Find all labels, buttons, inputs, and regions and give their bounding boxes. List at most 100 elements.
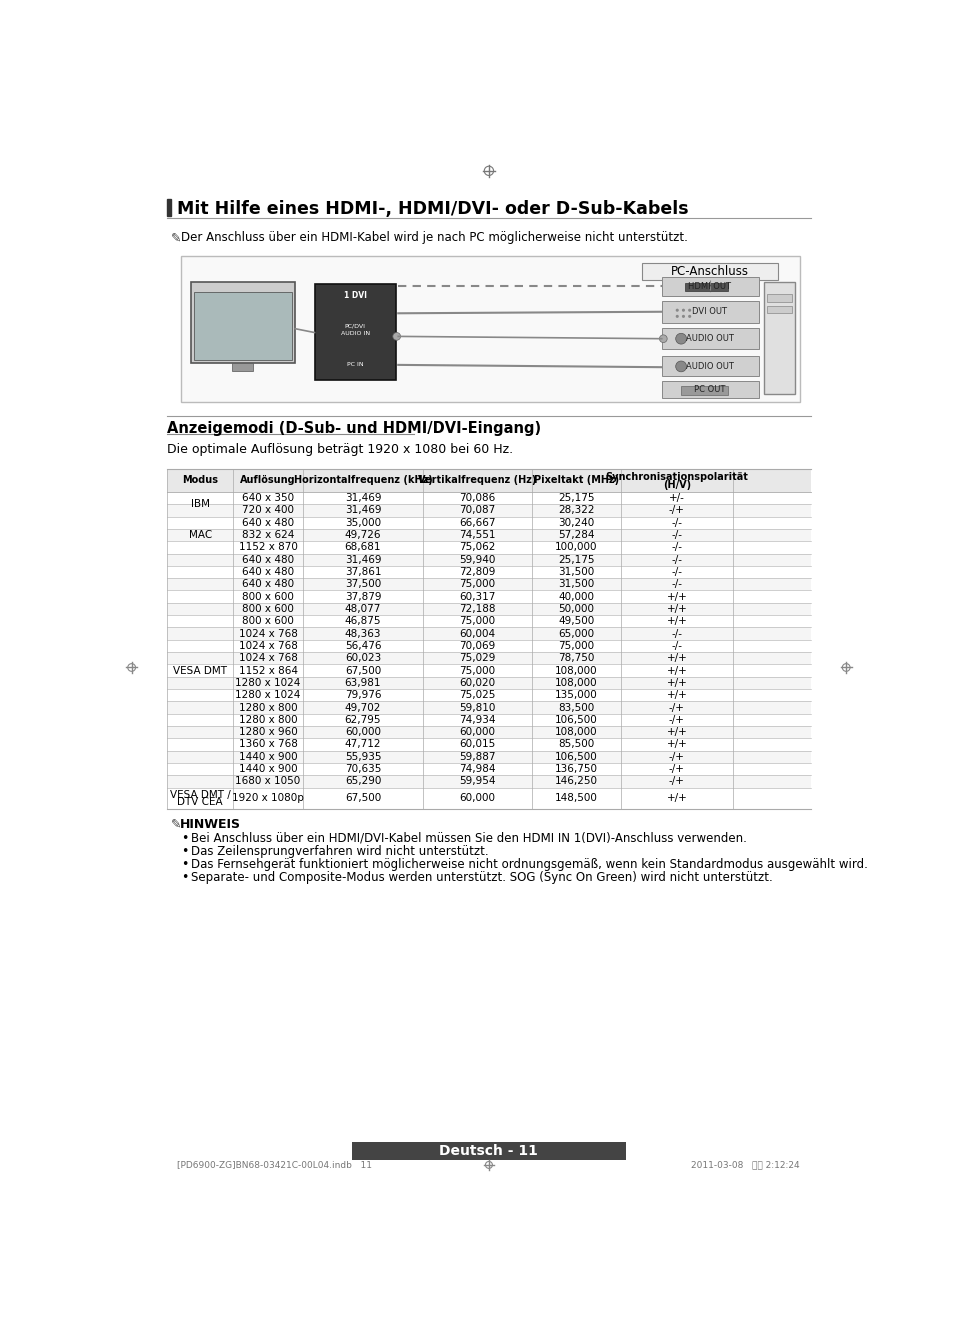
Text: 66,667: 66,667 — [458, 518, 495, 527]
Circle shape — [675, 309, 679, 312]
Text: -/-: -/- — [671, 641, 681, 651]
Text: Mit Hilfe eines HDMI-, HDMI/DVI- oder D-Sub-Kabels: Mit Hilfe eines HDMI-, HDMI/DVI- oder D-… — [177, 199, 688, 218]
Text: ✎: ✎ — [171, 818, 181, 831]
Bar — [167, 653, 810, 664]
Text: 37,879: 37,879 — [344, 592, 381, 601]
Bar — [167, 775, 810, 787]
Text: 49,702: 49,702 — [344, 703, 381, 712]
Text: 46,875: 46,875 — [344, 617, 381, 626]
Bar — [181, 255, 799, 402]
Text: 60,023: 60,023 — [344, 654, 380, 663]
Text: 85,500: 85,500 — [558, 740, 594, 749]
Text: •: • — [181, 872, 189, 884]
Text: 78,750: 78,750 — [558, 654, 594, 663]
Text: PC IN: PC IN — [347, 362, 363, 367]
Bar — [191, 283, 294, 363]
Text: 146,250: 146,250 — [554, 777, 597, 786]
Bar — [684, 283, 727, 291]
Text: 640 x 480: 640 x 480 — [242, 518, 294, 527]
Text: PC-Anschluss: PC-Anschluss — [671, 266, 748, 279]
Text: 48,363: 48,363 — [344, 629, 381, 638]
Bar — [167, 701, 810, 713]
Text: PC OUT: PC OUT — [694, 384, 724, 394]
Text: Das Zeilensprungverfahren wird nicht unterstützt.: Das Zeilensprungverfahren wird nicht unt… — [191, 845, 488, 859]
Text: 75,000: 75,000 — [458, 666, 495, 675]
Circle shape — [659, 334, 666, 342]
Circle shape — [681, 314, 684, 318]
Text: 1440 x 900: 1440 x 900 — [238, 764, 297, 774]
Text: 640 x 350: 640 x 350 — [242, 493, 294, 503]
Text: 35,000: 35,000 — [345, 518, 380, 527]
Text: -/+: -/+ — [668, 764, 684, 774]
Text: 1360 x 768: 1360 x 768 — [238, 740, 297, 749]
Text: 100,000: 100,000 — [555, 543, 597, 552]
Text: •: • — [181, 845, 189, 859]
Text: -/-: -/- — [671, 629, 681, 638]
Text: Horizontalfrequenz (kHz): Horizontalfrequenz (kHz) — [294, 476, 432, 485]
Text: 60,015: 60,015 — [458, 740, 495, 749]
Text: 1440 x 900: 1440 x 900 — [238, 752, 297, 762]
Text: HINWEIS: HINWEIS — [179, 818, 240, 831]
Text: Auflösung: Auflösung — [240, 476, 295, 485]
Text: 74,934: 74,934 — [458, 715, 495, 725]
Text: 1280 x 1024: 1280 x 1024 — [235, 690, 300, 700]
Bar — [167, 787, 810, 810]
Bar — [167, 491, 810, 505]
Bar — [167, 199, 171, 217]
Text: 800 x 600: 800 x 600 — [242, 617, 294, 626]
Text: AUDIO OUT: AUDIO OUT — [685, 334, 733, 343]
Text: 74,984: 74,984 — [458, 764, 495, 774]
Text: 60,000: 60,000 — [458, 727, 495, 737]
Text: 1280 x 800: 1280 x 800 — [238, 703, 297, 712]
Text: +/+: +/+ — [666, 740, 686, 749]
Text: +/+: +/+ — [666, 727, 686, 737]
Text: 25,175: 25,175 — [558, 555, 594, 564]
Text: -/-: -/- — [671, 555, 681, 564]
Bar — [661, 380, 758, 398]
Text: 75,000: 75,000 — [558, 641, 594, 651]
Text: 31,469: 31,469 — [344, 506, 381, 515]
Text: -/+: -/+ — [668, 506, 684, 515]
Text: 48,077: 48,077 — [344, 604, 381, 614]
Text: +/+: +/+ — [666, 592, 686, 601]
Text: 106,500: 106,500 — [554, 752, 597, 762]
Text: 1024 x 768: 1024 x 768 — [238, 641, 297, 651]
Text: 49,726: 49,726 — [344, 530, 381, 540]
Text: +/+: +/+ — [666, 678, 686, 688]
Bar — [763, 283, 794, 394]
Text: 75,062: 75,062 — [458, 543, 495, 552]
Bar — [167, 764, 810, 775]
Text: -/+: -/+ — [668, 777, 684, 786]
Bar — [167, 590, 810, 602]
Text: 148,500: 148,500 — [554, 794, 597, 803]
Circle shape — [687, 314, 691, 318]
Text: 68,681: 68,681 — [344, 543, 381, 552]
Bar — [167, 627, 810, 639]
Text: 62,795: 62,795 — [344, 715, 381, 725]
Text: •: • — [181, 859, 189, 871]
Bar — [167, 750, 810, 764]
Text: 67,500: 67,500 — [344, 794, 380, 803]
Text: •: • — [181, 832, 189, 845]
Text: +/+: +/+ — [666, 654, 686, 663]
Text: 72,188: 72,188 — [458, 604, 495, 614]
Text: VESA DMT /: VESA DMT / — [170, 790, 231, 799]
Text: +/+: +/+ — [666, 604, 686, 614]
Text: -/+: -/+ — [668, 703, 684, 712]
Text: 59,887: 59,887 — [458, 752, 495, 762]
Bar — [167, 616, 810, 627]
Bar — [167, 664, 810, 676]
Text: -/-: -/- — [671, 567, 681, 577]
Text: 74,551: 74,551 — [458, 530, 495, 540]
Text: -/-: -/- — [671, 530, 681, 540]
Text: 28,322: 28,322 — [558, 506, 594, 515]
Text: 67,500: 67,500 — [344, 666, 380, 675]
Text: 37,861: 37,861 — [344, 567, 381, 577]
Text: 50,000: 50,000 — [558, 604, 594, 614]
Text: 49,500: 49,500 — [558, 617, 594, 626]
Text: 135,000: 135,000 — [554, 690, 597, 700]
Text: 640 x 480: 640 x 480 — [242, 555, 294, 564]
Text: Der Anschluss über ein HDMI-Kabel wird je nach PC möglicherweise nicht unterstüt: Der Anschluss über ein HDMI-Kabel wird j… — [181, 231, 687, 244]
Text: 2011-03-08   오후 2:12:24: 2011-03-08 오후 2:12:24 — [690, 1160, 799, 1169]
Bar — [167, 690, 810, 701]
